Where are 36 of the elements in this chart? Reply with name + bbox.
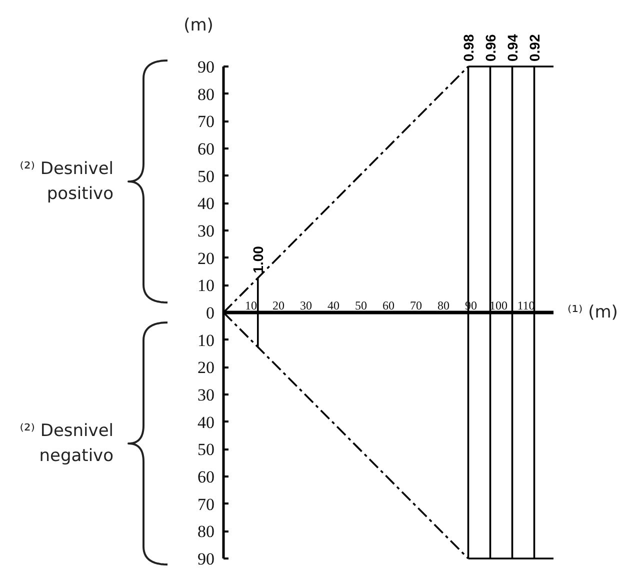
legend-label: 1.00 xyxy=(250,246,266,274)
y-tick-label: 20 xyxy=(198,248,214,268)
y-tick-label: 50 xyxy=(198,440,214,460)
text: ⁽²⁾ Desnivel positivo xyxy=(20,159,114,204)
y-tick-label: 70 xyxy=(198,112,214,132)
y-tick-label: 30 xyxy=(198,222,214,240)
y-tick-label: 90 xyxy=(198,550,214,568)
x-tick-label: 70 xyxy=(410,298,422,312)
y-tick-label: 40 xyxy=(198,412,214,432)
text: 0.92 xyxy=(526,34,542,62)
y-tick-label: 60 xyxy=(198,468,214,486)
y-tick-label: 70 xyxy=(198,494,214,514)
x-tick-label: 40 xyxy=(328,298,340,312)
y-tick-label: 80 xyxy=(198,522,214,542)
x-tick-label: 30 xyxy=(300,298,312,312)
y-tick-label: 50 xyxy=(198,166,214,186)
y-tick-label: 0 xyxy=(206,304,214,322)
x-axis-title: ⁽¹⁾ (m) xyxy=(568,302,618,322)
y-tick-label: 10 xyxy=(198,330,214,350)
y-tick-label: 40 xyxy=(198,194,214,214)
x-tick-label: 50 xyxy=(355,298,367,312)
text: 0.98 xyxy=(460,34,476,62)
y-tick-label: 60 xyxy=(198,140,214,158)
y-tick-label: 20 xyxy=(198,358,214,378)
x-tick-label: 80 xyxy=(438,298,450,312)
x-tick-label: 60 xyxy=(382,298,394,312)
x-tick-label: 20 xyxy=(272,298,284,312)
y-tick-label: 90 xyxy=(198,58,214,76)
y-axis-title: (m) xyxy=(184,16,214,36)
y-tick-label: 80 xyxy=(198,84,214,104)
text: ⁽²⁾ Desnivel negativo xyxy=(20,421,114,466)
y-tick-label: 10 xyxy=(198,276,214,296)
text: 0.96 xyxy=(482,34,498,62)
text: 0.94 xyxy=(504,34,520,62)
y-tick-label: 30 xyxy=(198,386,214,404)
x-tick-label: 10 xyxy=(245,298,257,312)
